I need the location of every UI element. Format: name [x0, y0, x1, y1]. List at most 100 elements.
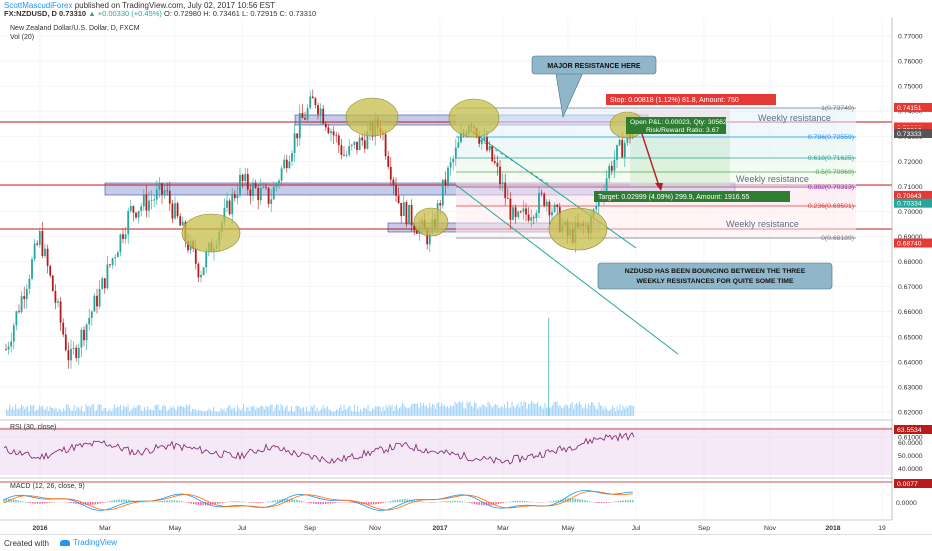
- macd-hist-bar: [498, 502, 499, 504]
- candle-body: [109, 264, 111, 265]
- macd-hist-bar: [263, 502, 264, 503]
- macd-hist-bar: [522, 501, 523, 502]
- candle-body: [237, 195, 239, 198]
- volume-bar: [341, 405, 342, 416]
- candle-body: [364, 140, 366, 148]
- volume-bar: [323, 405, 324, 416]
- volume-bar: [90, 407, 91, 416]
- macd-hist-bar: [519, 501, 520, 502]
- macd-hist-bar: [277, 500, 278, 502]
- candle-body: [359, 138, 361, 150]
- candle-body: [538, 193, 540, 213]
- fib-level-label: 0(0.68189): [821, 235, 854, 242]
- macd-hist-bar: [111, 500, 112, 502]
- volume-bar: [207, 410, 208, 416]
- macd-hist-bar: [445, 501, 446, 502]
- volume-bar: [47, 406, 48, 416]
- macd-hist-bar: [587, 501, 588, 502]
- macd-hist-bar: [236, 501, 237, 502]
- volume-bar: [597, 409, 598, 416]
- fib-level-label: 1(0.73749): [821, 105, 854, 112]
- candle-body: [497, 163, 499, 167]
- volume-bar: [630, 406, 631, 416]
- volume-bar: [602, 406, 603, 416]
- candle-body: [489, 146, 491, 150]
- candle-body: [458, 142, 460, 147]
- volume-bar: [273, 412, 274, 416]
- volume-bar: [72, 411, 73, 416]
- volume-bar: [77, 407, 78, 416]
- volume-bar: [338, 410, 339, 416]
- macd-hist-bar: [603, 502, 604, 503]
- macd-hist-bar: [452, 501, 453, 503]
- candle-body: [104, 278, 106, 288]
- candle-body: [307, 108, 309, 120]
- volume-bar: [170, 407, 171, 416]
- volume-bar: [555, 402, 556, 416]
- macd-hist-bar: [459, 501, 460, 502]
- volume-bar: [530, 404, 531, 416]
- volume-bar: [177, 406, 178, 416]
- volume-bar: [63, 408, 64, 416]
- volume-bar: [494, 405, 495, 416]
- volume-bar: [180, 406, 181, 416]
- macd-hist-bar: [606, 502, 607, 503]
- volume-bar: [363, 408, 364, 416]
- volume-bar: [246, 407, 247, 416]
- volume-bar: [267, 407, 268, 416]
- candle-body: [159, 184, 161, 190]
- macd-hist-bar: [421, 501, 422, 502]
- volume-bar: [230, 405, 231, 416]
- volume-bar: [120, 405, 121, 416]
- volume-bar: [270, 405, 271, 416]
- macd-hist-bar: [335, 502, 336, 503]
- volume-bar: [231, 409, 232, 416]
- volume-bar: [174, 408, 175, 416]
- volume-bar: [465, 409, 466, 416]
- macd-hist-bar: [68, 502, 69, 503]
- volume-bar: [420, 403, 421, 416]
- candle-body: [486, 137, 488, 150]
- candle-body: [65, 335, 67, 351]
- macd-hist-bar: [272, 501, 273, 503]
- volume-bar: [500, 408, 501, 416]
- volume-bar: [561, 408, 562, 416]
- volume-bar: [74, 405, 75, 416]
- price-chart[interactable]: 1(0.73749)0.786(0.72559)0.618(0.71625)0.…: [0, 0, 932, 534]
- candle-body: [530, 217, 532, 220]
- volume-bar: [293, 411, 294, 416]
- volume-bar: [509, 408, 510, 416]
- tradingview-logo[interactable]: TradingView: [60, 538, 117, 547]
- macd-hist-bar: [231, 501, 232, 502]
- volume-bar: [83, 412, 84, 416]
- candle-body: [49, 266, 51, 276]
- macd-hist-bar: [623, 500, 624, 502]
- macd-hist-bar: [37, 502, 38, 504]
- volume-bar: [464, 408, 465, 416]
- volume-bar: [164, 405, 165, 416]
- volume-bar: [68, 405, 69, 416]
- candle-body: [528, 215, 530, 221]
- macd-hist-bar: [625, 500, 626, 502]
- volume-bar: [411, 404, 412, 416]
- macd-hist-bar: [315, 502, 316, 504]
- macd-hist-bar: [229, 502, 230, 503]
- candle-body: [114, 257, 116, 258]
- candle-body: [8, 346, 10, 349]
- candle-body: [99, 289, 101, 306]
- volume-bar: [534, 404, 535, 416]
- candle-body: [320, 109, 322, 115]
- weekly-resistance-label-top: Weekly resistance: [758, 113, 831, 123]
- volume-bar: [368, 405, 369, 416]
- volume-bar: [596, 409, 597, 416]
- volume-bar: [105, 408, 106, 416]
- candle-body: [512, 207, 514, 220]
- macd-hist-bar: [234, 501, 235, 502]
- macd-hist-bar: [13, 500, 14, 503]
- macd-hist-bar: [589, 501, 590, 502]
- candle-body: [265, 187, 267, 188]
- volume-bar: [80, 409, 81, 416]
- volume-bar: [540, 405, 541, 416]
- macd-hist-bar: [572, 498, 573, 502]
- macd-hist-bar: [169, 500, 170, 502]
